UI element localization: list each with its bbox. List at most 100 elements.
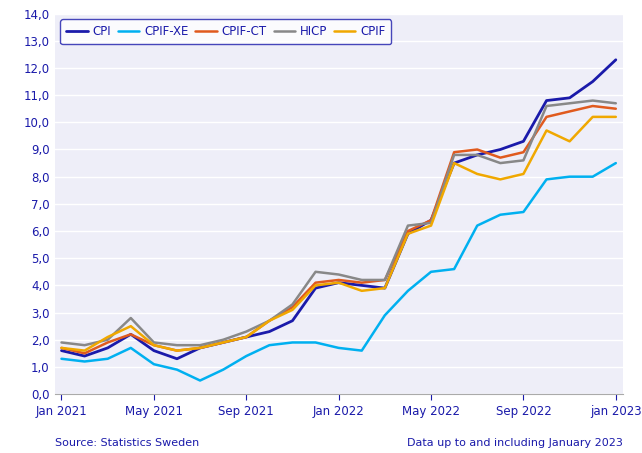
CPIF-XE (196, 378, 204, 383)
CPIF (450, 160, 458, 166)
CPIF (127, 323, 135, 329)
CPIF-XE (612, 160, 620, 166)
CPIF-CT (427, 217, 435, 223)
CPI (612, 57, 620, 63)
CPI (266, 329, 273, 334)
CPIF-XE (243, 353, 250, 359)
CPIF-CT (542, 114, 550, 120)
CPI (358, 283, 365, 288)
CPIF (612, 114, 620, 120)
CPI (173, 356, 181, 361)
CPIF-CT (335, 277, 343, 283)
HICP (289, 302, 297, 307)
CPIF-XE (81, 359, 89, 364)
CPIF-CT (58, 345, 65, 351)
CPIF-XE (335, 345, 343, 351)
CPIF-XE (519, 209, 527, 215)
CPI (312, 285, 320, 291)
CPIF (589, 114, 596, 120)
HICP (81, 342, 89, 348)
CPIF-XE (473, 223, 481, 228)
CPIF-CT (404, 228, 412, 234)
CPIF-XE (427, 269, 435, 275)
HICP (496, 160, 504, 166)
CPIF-XE (542, 177, 550, 182)
HICP (58, 340, 65, 345)
CPIF-XE (289, 340, 297, 345)
CPIF (243, 334, 250, 340)
CPIF-CT (127, 332, 135, 337)
CPI (542, 98, 550, 103)
HICP (196, 342, 204, 348)
CPI (404, 231, 412, 236)
CPIF (58, 345, 65, 351)
CPI (127, 332, 135, 337)
CPI (519, 139, 527, 144)
CPIF-XE (150, 361, 158, 367)
CPIF (266, 318, 273, 323)
Text: Source: Statistics Sweden: Source: Statistics Sweden (55, 439, 199, 448)
CPI (58, 348, 65, 353)
Line: CPIF-CT: CPIF-CT (62, 106, 616, 353)
CPIF (542, 128, 550, 133)
CPIF-XE (358, 348, 365, 353)
CPIF (335, 280, 343, 285)
Line: CPIF: CPIF (62, 117, 616, 351)
HICP (127, 315, 135, 321)
CPI (589, 79, 596, 84)
CPIF (473, 171, 481, 177)
CPIF-XE (566, 174, 573, 179)
CPIF (196, 345, 204, 351)
CPIF (496, 177, 504, 182)
HICP (104, 337, 112, 342)
CPI (566, 95, 573, 101)
CPIF-CT (612, 106, 620, 111)
HICP (358, 277, 365, 283)
CPIF (81, 348, 89, 353)
CPIF (381, 285, 388, 291)
HICP (173, 342, 181, 348)
HICP (519, 158, 527, 163)
HICP (312, 269, 320, 275)
CPIF-XE (173, 367, 181, 372)
CPIF-CT (566, 109, 573, 114)
CPIF-CT (289, 304, 297, 310)
CPIF-CT (104, 340, 112, 345)
CPIF-XE (266, 342, 273, 348)
HICP (542, 103, 550, 109)
CPIF-XE (450, 266, 458, 272)
CPIF-XE (589, 174, 596, 179)
CPIF (358, 288, 365, 294)
HICP (473, 152, 481, 158)
CPIF (104, 334, 112, 340)
HICP (450, 152, 458, 158)
CPIF-CT (173, 348, 181, 353)
HICP (566, 101, 573, 106)
CPIF-CT (381, 277, 388, 283)
CPI (450, 160, 458, 166)
CPIF-XE (220, 367, 227, 372)
CPIF-XE (404, 288, 412, 294)
CPIF-CT (312, 280, 320, 285)
CPIF-XE (104, 356, 112, 361)
CPI (150, 348, 158, 353)
CPIF (289, 307, 297, 313)
CPI (381, 285, 388, 291)
CPIF (150, 342, 158, 348)
HICP (612, 101, 620, 106)
CPIF-XE (312, 340, 320, 345)
CPIF-CT (450, 149, 458, 155)
CPI (473, 152, 481, 158)
CPIF (404, 231, 412, 236)
CPIF-XE (127, 345, 135, 351)
CPIF-CT (150, 342, 158, 348)
HICP (243, 329, 250, 334)
CPIF (519, 171, 527, 177)
Line: CPIF-XE: CPIF-XE (62, 163, 616, 381)
CPI (104, 345, 112, 351)
CPIF-CT (496, 155, 504, 160)
HICP (266, 318, 273, 323)
CPI (196, 345, 204, 351)
Line: CPI: CPI (62, 60, 616, 359)
CPIF-XE (381, 313, 388, 318)
